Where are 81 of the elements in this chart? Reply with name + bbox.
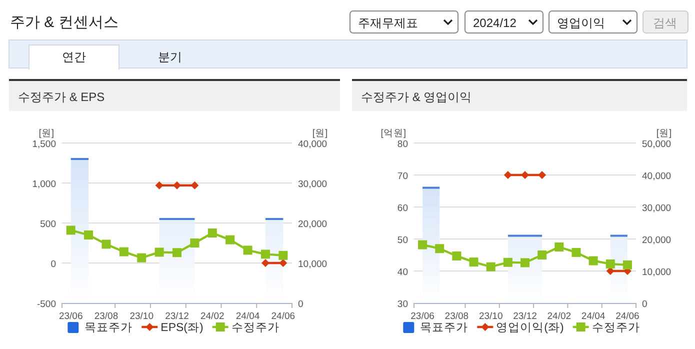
x-tick-label: 23/10 [478, 311, 503, 322]
y-tick-label: 60 [397, 203, 408, 214]
legend-label: 영업이익(좌) [496, 322, 564, 334]
x-tick-label: 24/02 [547, 311, 572, 322]
x-tick-label: 24/04 [236, 311, 260, 322]
point [554, 242, 564, 252]
point [243, 246, 252, 255]
y-tick-label: 50 [397, 235, 408, 246]
x-tick-label: 23/12 [513, 311, 537, 322]
point [486, 262, 496, 272]
text: 영업이익 [557, 16, 605, 30]
point [172, 248, 182, 258]
point [278, 250, 288, 260]
x-tick-label: 24/02 [200, 311, 224, 322]
point [119, 247, 128, 256]
y2-tick-label: 30,000 [642, 203, 672, 214]
text: 주재무제표 [358, 16, 418, 30]
y2-axis-title: [원] [312, 128, 328, 139]
chart-title: 수정주가 & 영업이익 [361, 90, 472, 104]
legend-label: 목표주가 [84, 322, 133, 334]
y2-tick-label: 50,000 [642, 139, 672, 150]
text: 2024/12 [473, 16, 517, 30]
x-tick-label: 24/06 [271, 311, 296, 322]
y-tick-label: 40 [397, 267, 408, 278]
x-tick-label: 23/10 [130, 311, 154, 322]
point [452, 251, 462, 260]
y2-axis-title: [원] [656, 128, 672, 139]
legend-label: 목표주가 [420, 322, 468, 334]
y2-tick-label: 10,000 [298, 259, 328, 270]
point [588, 256, 598, 266]
chart-title: 수정주가 & EPS [18, 90, 105, 104]
point [503, 258, 512, 267]
x-tick-label: 23/08 [94, 311, 118, 322]
point [208, 228, 217, 238]
y-tick-label: 1,000 [32, 179, 56, 190]
legend-label: 수정주가 [592, 322, 640, 334]
point [66, 226, 76, 235]
point [606, 259, 615, 268]
y2-tick-label: 0 [642, 299, 648, 310]
y-tick-label: 80 [397, 139, 408, 150]
point [435, 244, 444, 254]
y-tick-label: 70 [397, 171, 408, 182]
text: 연간 [62, 50, 86, 64]
point [154, 248, 164, 257]
x-tick-label: 24/04 [581, 311, 606, 322]
x-tick-label: 23/06 [410, 311, 434, 322]
y2-tick-label: 20,000 [298, 219, 328, 230]
legend-label: EPS(좌) [160, 322, 204, 334]
x-tick-label: 23/12 [165, 311, 189, 322]
text: 주가 & 컨센서스 [10, 14, 118, 31]
point [418, 240, 428, 250]
point [520, 258, 530, 268]
y-tick-label: 500 [40, 219, 56, 230]
y-tick-label: 1,500 [32, 139, 56, 150]
point [84, 230, 94, 240]
y2-tick-label: 30,000 [298, 179, 328, 190]
point [260, 250, 270, 259]
text: 검색 [653, 16, 677, 30]
y2-tick-label: 40,000 [298, 139, 328, 150]
y2-tick-label: 20,000 [642, 235, 672, 246]
x-tick-label: 23/08 [444, 311, 469, 322]
point [469, 258, 478, 267]
point [102, 240, 111, 249]
point [572, 248, 581, 257]
y2-tick-label: 10,000 [642, 267, 672, 278]
text: 분기 [158, 50, 182, 64]
y-tick-label: 30 [397, 299, 408, 310]
point [226, 235, 235, 244]
y2-tick-label: 0 [298, 299, 304, 310]
y-axis-title: [원] [38, 128, 54, 139]
point [538, 250, 547, 260]
x-tick-label: 23/06 [58, 311, 83, 322]
point [190, 238, 200, 248]
point [622, 260, 632, 270]
y-axis-title: [억원] [380, 128, 406, 139]
legend-label: 수정주가 [231, 322, 280, 334]
x-tick-label: 24/06 [616, 311, 640, 322]
point [137, 253, 146, 262]
y-tick-label: -500 [36, 299, 56, 310]
y2-tick-label: 40,000 [642, 171, 672, 182]
y-tick-label: 0 [50, 259, 56, 270]
